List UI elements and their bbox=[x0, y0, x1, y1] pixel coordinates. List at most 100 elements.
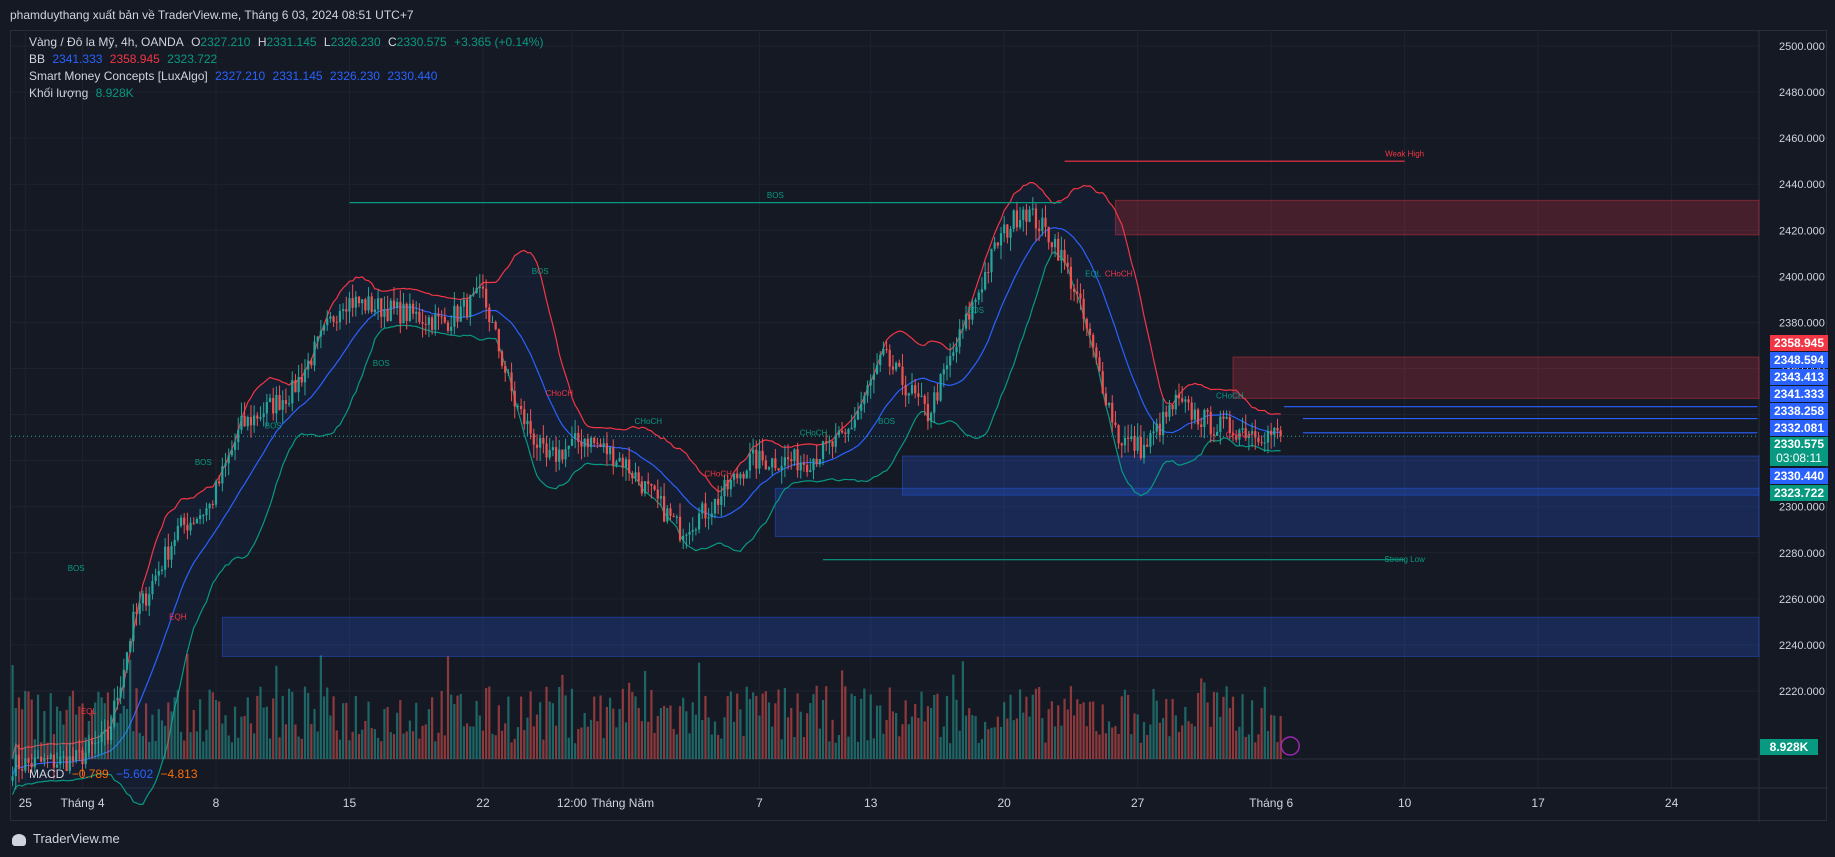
volume-bar bbox=[405, 731, 408, 759]
volume-bar bbox=[243, 715, 246, 759]
volume-bar bbox=[144, 703, 148, 759]
candle-body bbox=[793, 449, 796, 462]
x-tick-label: 8 bbox=[213, 796, 220, 810]
volume-bar bbox=[316, 731, 319, 759]
volume-bar bbox=[402, 733, 405, 759]
candle-body bbox=[828, 441, 831, 443]
volume-bar bbox=[1139, 742, 1142, 759]
volume-bar bbox=[1050, 701, 1053, 759]
low-label: L bbox=[323, 35, 331, 49]
macd-legend[interactable]: MACD −0.789 −5.602 −4.813 bbox=[29, 767, 202, 781]
structure-label: EQH bbox=[169, 613, 187, 622]
candle-body bbox=[275, 394, 278, 414]
volume-legend[interactable]: Khối lượng 8.928K bbox=[29, 86, 138, 100]
candle-body bbox=[361, 299, 364, 304]
smc-legend[interactable]: Smart Money Concepts [LuxAlgo] 2327.210 … bbox=[29, 69, 441, 83]
candle-body bbox=[1053, 238, 1057, 248]
candle-body bbox=[68, 756, 71, 772]
candle-body bbox=[256, 415, 259, 419]
candle-body bbox=[786, 457, 790, 460]
candle-body bbox=[1130, 436, 1133, 439]
volume-bar bbox=[138, 732, 141, 759]
volume-bar bbox=[542, 739, 545, 759]
volume-bar bbox=[526, 717, 529, 759]
volume-bar bbox=[36, 694, 40, 759]
y-tick-label: 2420.000 bbox=[1779, 225, 1825, 237]
candle-body bbox=[586, 438, 589, 448]
candle-body bbox=[453, 305, 456, 327]
price-chart[interactable]: 2220.000 2240.000 2260.000 2280.000 2300.000… bbox=[11, 31, 1828, 822]
volume-bar bbox=[434, 741, 437, 759]
structure-label: BOS bbox=[373, 359, 390, 368]
candle-body bbox=[1161, 411, 1165, 436]
candle-body bbox=[774, 458, 777, 469]
volume-bar bbox=[205, 729, 208, 759]
candle-body bbox=[1088, 328, 1092, 335]
volume-bar bbox=[879, 705, 882, 759]
candle-body bbox=[373, 309, 377, 312]
price-tag-value: 2330.575 bbox=[1773, 437, 1825, 451]
volume-bar bbox=[840, 670, 844, 759]
candle-body bbox=[319, 330, 322, 337]
candle-body bbox=[167, 546, 170, 560]
volume-bar bbox=[284, 724, 288, 759]
price-tag-value: 2341.333 bbox=[1773, 387, 1825, 401]
candle-body bbox=[558, 449, 561, 462]
candle-body bbox=[1063, 249, 1066, 263]
volume-bar bbox=[65, 709, 68, 759]
candle-body bbox=[1022, 209, 1025, 221]
candle-body bbox=[1174, 394, 1177, 410]
candle-body bbox=[316, 336, 319, 342]
candle-body bbox=[151, 580, 154, 595]
structure-label: BOS bbox=[532, 267, 549, 276]
chart-frame[interactable]: 2220.000 2240.000 2260.000 2280.000 2300.000… bbox=[10, 30, 1828, 822]
candle-body bbox=[446, 322, 450, 331]
candle-body bbox=[980, 289, 984, 293]
candle-body bbox=[227, 455, 230, 464]
candle-body bbox=[818, 459, 821, 465]
volume-bar bbox=[135, 688, 138, 759]
x-tick-label: 10 bbox=[1398, 796, 1412, 810]
candle-body bbox=[551, 447, 554, 451]
volume-bar bbox=[81, 703, 84, 759]
candle-body bbox=[1107, 402, 1111, 406]
volume-bar bbox=[856, 741, 860, 759]
candle-body bbox=[418, 311, 421, 323]
volume-bar bbox=[1231, 696, 1235, 759]
candle-body bbox=[532, 433, 535, 445]
smc-value-4: 2330.440 bbox=[387, 69, 438, 83]
candle-body bbox=[1279, 430, 1282, 437]
volume-bar bbox=[370, 728, 373, 759]
volume-bar bbox=[799, 711, 802, 759]
volume-bar bbox=[472, 726, 475, 759]
candle-body bbox=[1031, 208, 1034, 210]
volume-bar bbox=[669, 705, 672, 759]
candle-body bbox=[249, 416, 253, 426]
volume-label: Khối lượng bbox=[29, 86, 89, 100]
candle-body bbox=[796, 449, 799, 471]
x-tick-label: Tháng 6 bbox=[1249, 796, 1293, 810]
candle-body bbox=[1225, 417, 1228, 419]
macd-value-2: −5.602 bbox=[116, 767, 154, 781]
candle-body bbox=[771, 458, 774, 468]
volume-bar bbox=[253, 733, 256, 759]
volume-bar bbox=[122, 705, 125, 759]
volume-bar bbox=[1276, 742, 1279, 759]
volume-bar bbox=[125, 708, 129, 759]
volume-bar bbox=[831, 719, 834, 759]
candle-body bbox=[367, 296, 370, 311]
y-tick-label: 2500.000 bbox=[1779, 41, 1825, 53]
volume-bar bbox=[1228, 707, 1231, 759]
candle-body bbox=[701, 503, 704, 514]
bb-legend[interactable]: BB 2341.333 2358.945 2323.722 bbox=[29, 52, 221, 66]
candle-body bbox=[529, 420, 532, 434]
volume-bar bbox=[761, 693, 764, 759]
candle-body bbox=[853, 419, 856, 428]
candle-body bbox=[230, 449, 233, 456]
volume-bar bbox=[618, 708, 621, 759]
candle-body bbox=[237, 429, 240, 443]
candle-body bbox=[923, 395, 926, 404]
volume-bar bbox=[1149, 724, 1152, 759]
candle-body bbox=[281, 400, 284, 410]
candle-body bbox=[1101, 371, 1104, 394]
